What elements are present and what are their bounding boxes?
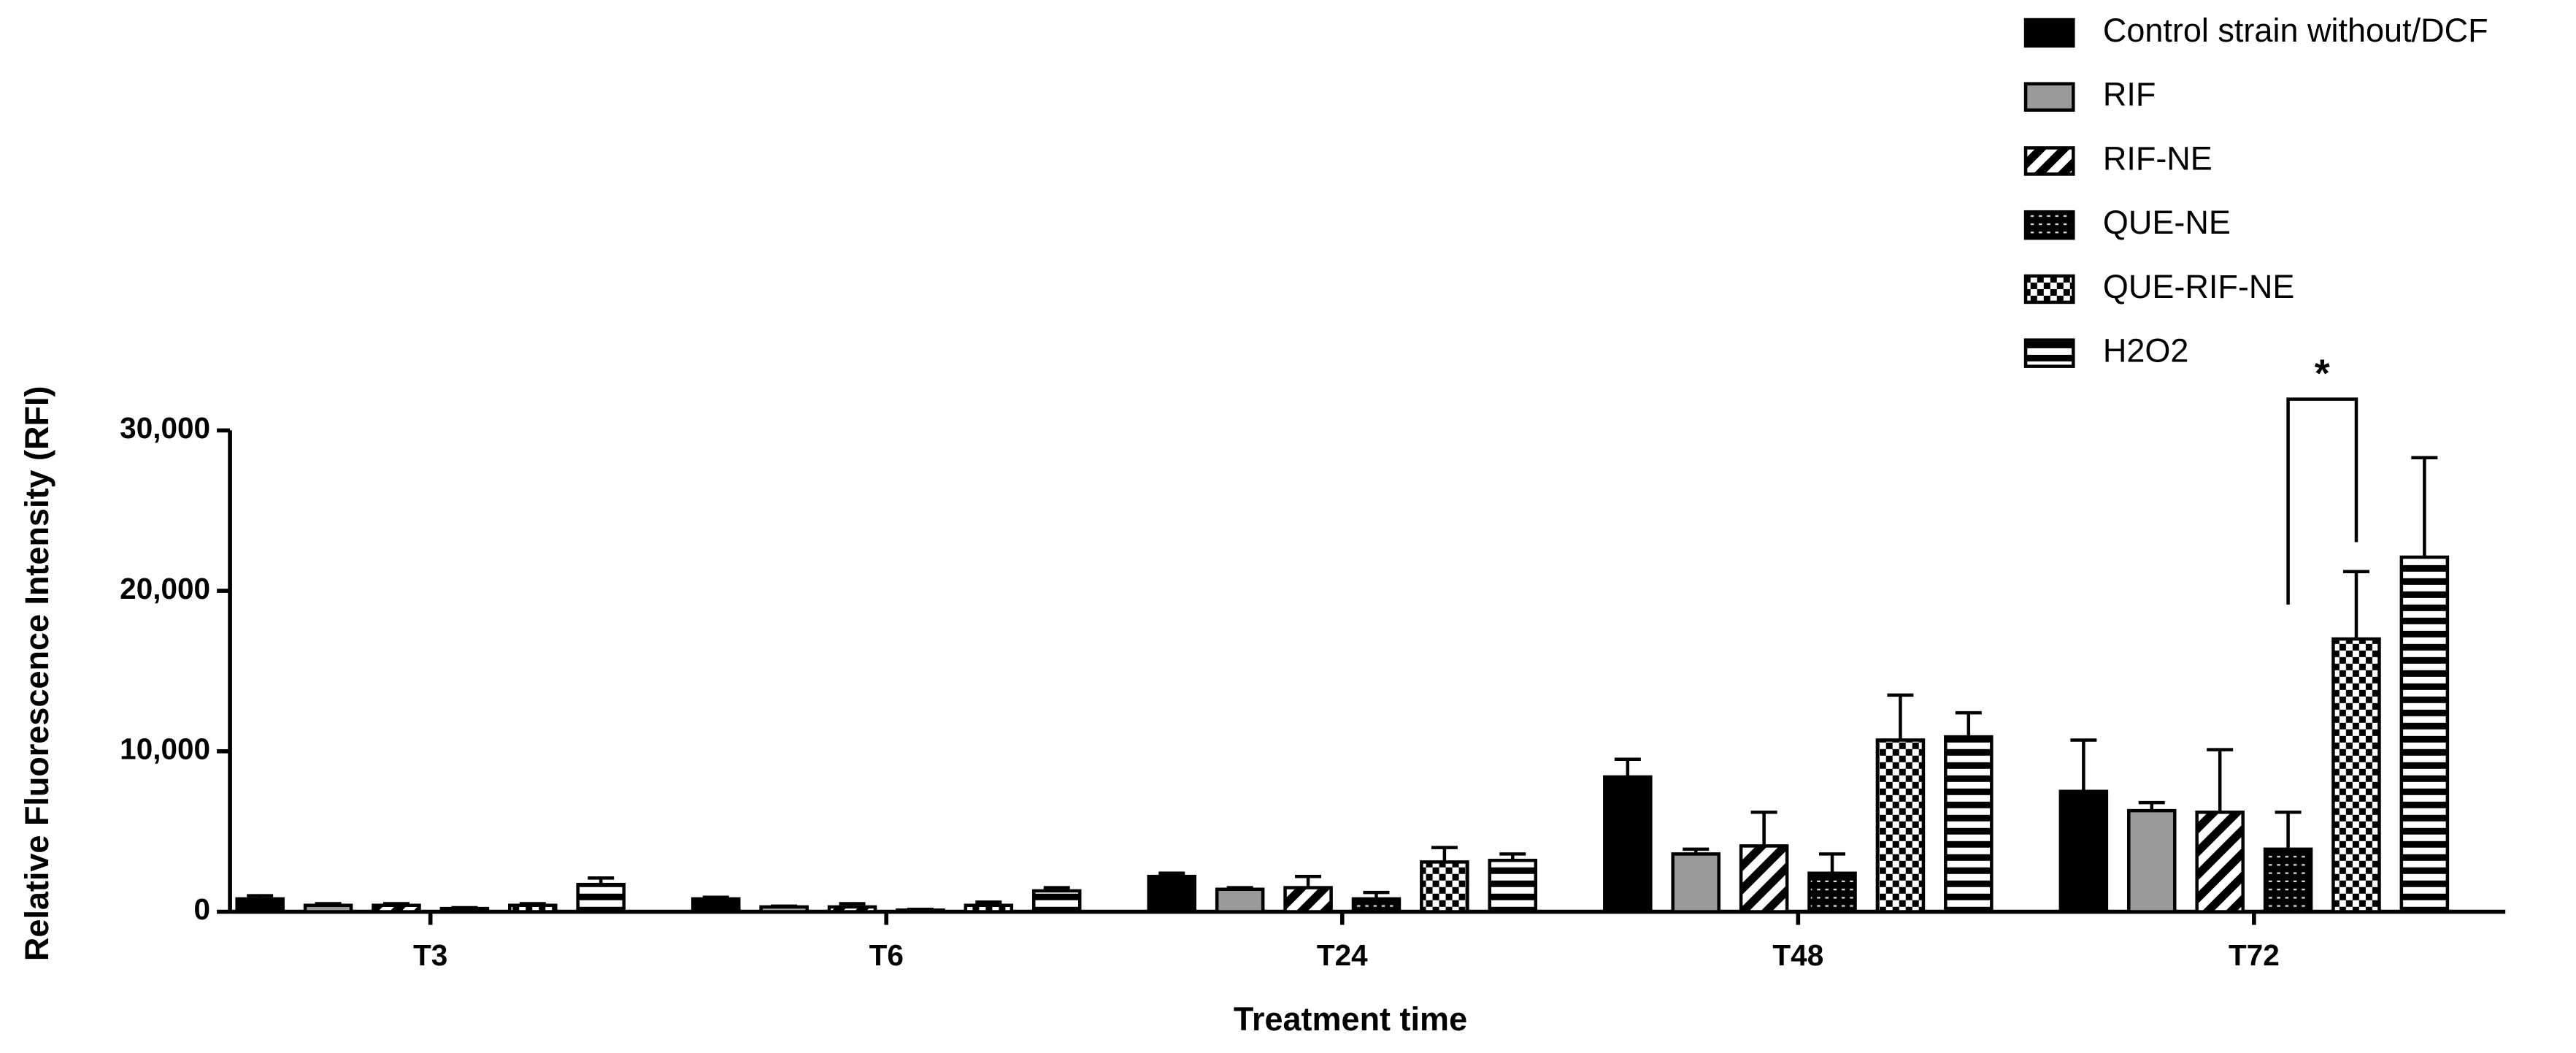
legend-swatch [2023, 18, 2075, 48]
bar [2399, 555, 2450, 914]
x-axis-title: Treatment time [1234, 1000, 1467, 1038]
legend-label: H2O2 [2103, 332, 2189, 369]
bar [1875, 738, 1926, 914]
legend-swatch [2023, 338, 2075, 368]
bar [1671, 852, 1720, 914]
legend-label: RIF-NE [2103, 139, 2212, 177]
legend-label: RIF [2103, 76, 2156, 113]
bar [372, 903, 421, 914]
legend-swatch [2023, 274, 2075, 305]
legend-swatch [2023, 82, 2075, 112]
bar [2127, 808, 2177, 914]
bar [1215, 887, 1265, 914]
bar [439, 906, 490, 914]
bar [1420, 860, 1469, 914]
bar [1488, 858, 1538, 914]
bar [1807, 871, 1857, 914]
x-tick-label: T6 [869, 938, 904, 972]
x-tick-label: T48 [1772, 938, 1823, 972]
bar [691, 897, 741, 914]
bar [2263, 847, 2313, 914]
bar [1351, 897, 1402, 914]
bar [2058, 789, 2109, 914]
bar [2331, 637, 2381, 914]
y-tick-label: 0 [194, 892, 211, 926]
y-tick-label: 10,000 [120, 732, 210, 766]
legend-label: QUE-RIF-NE [2103, 268, 2295, 305]
bar [896, 908, 945, 914]
y-tick-label: 20,000 [120, 572, 210, 605]
bar [303, 903, 353, 914]
significance-label: * [2315, 351, 2330, 395]
bar [1283, 886, 1333, 914]
legend-swatch [2023, 210, 2075, 240]
bar [1944, 735, 1993, 914]
y-tick-label: 30,000 [120, 411, 210, 445]
x-tick-label: T24 [1317, 938, 1368, 972]
bar [964, 903, 1014, 914]
legend-label: QUE-NE [2103, 204, 2231, 241]
bar [1147, 874, 1197, 914]
bar [508, 903, 558, 914]
bar [1603, 775, 1653, 914]
bar [2195, 811, 2245, 914]
x-tick-label: T3 [413, 938, 447, 972]
significance-bracket [2286, 397, 2358, 605]
bar [576, 882, 626, 914]
bar [759, 905, 809, 914]
bar [827, 905, 877, 914]
legend-label: Control strain without/DCF [2103, 12, 2488, 49]
bar [235, 897, 285, 914]
y-axis-title: Relative Fluorescence Intensity (RFI) [18, 386, 55, 962]
legend-swatch [2023, 146, 2075, 176]
bar [1031, 889, 1082, 914]
bar [1739, 844, 1789, 914]
x-tick-label: T72 [2229, 938, 2280, 972]
